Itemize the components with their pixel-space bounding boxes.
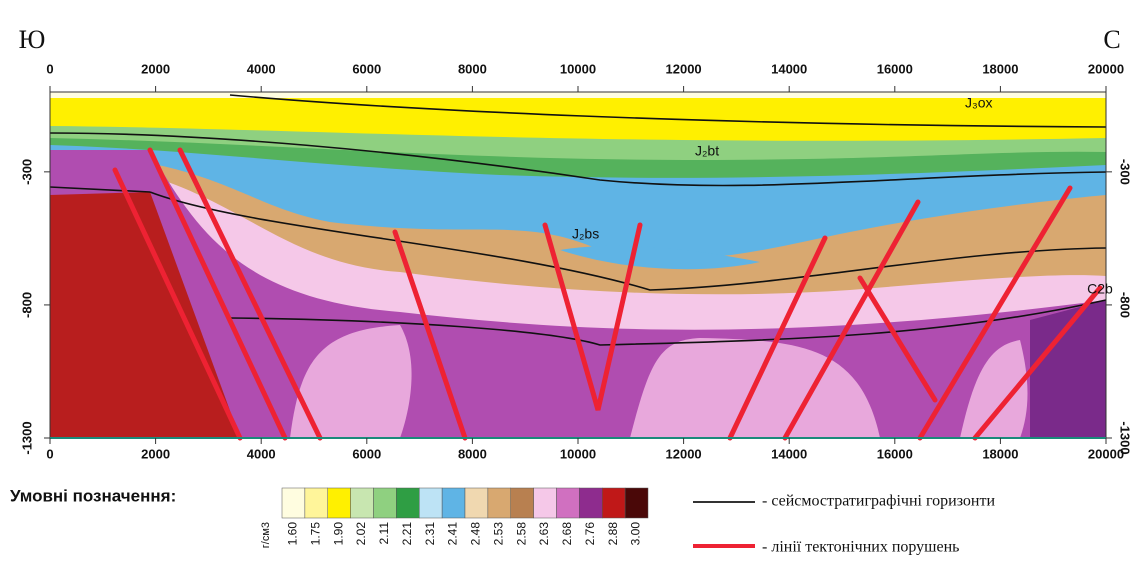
x-tick-label-bottom: 12000 — [666, 446, 702, 461]
layer-purple-dark — [1030, 300, 1106, 438]
x-tick-label-top: 18000 — [982, 61, 1018, 76]
horizon-label: J₂bs — [572, 226, 599, 242]
legend-level-label: 1.90 — [331, 522, 345, 546]
fault — [917, 185, 1073, 441]
x-tick-label-bottom: 2000 — [141, 446, 170, 461]
x-tick-label-top: 2000 — [141, 61, 170, 76]
legend-fault-text: - лінії тектонічних порушень — [762, 539, 959, 556]
legend-swatch — [579, 487, 603, 519]
layer-blue-lens — [560, 245, 760, 270]
legend-level-label: 2.31 — [423, 522, 437, 546]
x-tick-label-top: 14000 — [771, 61, 807, 76]
legend-title: Умовні позначення: — [10, 486, 176, 505]
fault — [727, 235, 828, 441]
legend-level-label: 3.00 — [629, 522, 643, 546]
legend-swatch — [350, 487, 374, 519]
fault — [112, 167, 243, 441]
legend-level-label: 2.68 — [560, 522, 574, 546]
horizon — [49, 132, 1107, 187]
legend-swatch — [510, 487, 534, 519]
fault — [177, 147, 323, 441]
horizon-label: J₃ox — [965, 95, 993, 111]
legend-level-label: 2.58 — [514, 522, 528, 546]
x-tick-label-bottom: 0 — [46, 446, 53, 461]
y-tick-label-right: -1300 — [1118, 421, 1133, 454]
fault — [857, 275, 938, 403]
legend-level-label: 2.63 — [537, 522, 551, 546]
y-tick-label-left: -800 — [19, 292, 34, 318]
section-body — [49, 91, 1107, 441]
legend-swatch — [602, 487, 626, 519]
x-tick-label-top: 16000 — [877, 61, 913, 76]
x-tick-label-bottom: 8000 — [458, 446, 487, 461]
fault — [972, 285, 1103, 441]
y-tick-label-right: -300 — [1118, 159, 1133, 185]
legend-swatch — [487, 487, 511, 519]
legend-swatch — [556, 487, 580, 519]
legend-horizon-text: - сейсмостратиграфічні горизонти — [762, 493, 995, 510]
legend-level-label: 2.21 — [400, 522, 414, 546]
x-tick-label-bottom: 4000 — [247, 446, 276, 461]
horizon-label: C2b — [1087, 281, 1113, 297]
fault — [147, 147, 288, 441]
layer-pink-lobe — [960, 340, 1028, 438]
legend-unit: г/см3 — [260, 522, 272, 548]
fault — [542, 222, 643, 411]
x-tick-label-top: 8000 — [458, 61, 487, 76]
x-tick-label-top: 20000 — [1088, 61, 1124, 76]
legend-swatch — [396, 487, 420, 519]
y-tick-label-left: -300 — [19, 159, 34, 185]
legend-level-label: 2.02 — [354, 522, 368, 546]
horizon-label: J₂bt — [695, 143, 719, 159]
legend-level-label: 2.48 — [469, 522, 483, 546]
north-label: С — [1103, 25, 1120, 54]
x-tick-label-bottom: 18000 — [982, 446, 1018, 461]
red-block — [50, 192, 240, 438]
legend-level-label: 1.75 — [308, 522, 322, 546]
x-tick-label-bottom: 14000 — [771, 446, 807, 461]
x-tick-label-bottom: 10000 — [560, 446, 596, 461]
fault — [392, 229, 468, 441]
x-tick-label-top: 10000 — [560, 61, 596, 76]
legend-level-label: 2.41 — [446, 522, 460, 546]
horizon — [149, 191, 1107, 291]
y-tick-label-right: -800 — [1118, 292, 1133, 318]
layer-top — [50, 92, 1106, 98]
legend-swatch — [533, 487, 557, 519]
horizon — [229, 94, 1107, 128]
layer-pink-lobe — [290, 325, 412, 438]
legend-level-label: 2.76 — [583, 522, 597, 546]
legend-swatch — [441, 487, 466, 519]
legend-swatch — [327, 487, 351, 519]
fault — [782, 199, 921, 441]
x-tick-label-bottom: 16000 — [877, 446, 913, 461]
legend-swatch — [419, 487, 443, 519]
legend-swatch — [281, 487, 306, 519]
legend-level-label: 2.11 — [377, 522, 391, 545]
y-tick-label-left: -1300 — [19, 421, 34, 454]
x-tick-label-bottom: 20000 — [1088, 446, 1124, 461]
legend-level-label: 2.88 — [606, 522, 620, 546]
x-tick-label-bottom: 6000 — [352, 446, 381, 461]
x-tick-label-top: 0 — [46, 61, 53, 76]
legend-level-label: 1.60 — [286, 522, 300, 546]
legend-swatch — [373, 487, 397, 519]
x-tick-label-top: 6000 — [352, 61, 381, 76]
south-label: Ю — [19, 25, 46, 54]
legend-swatch — [624, 487, 649, 519]
legend-swatch — [304, 487, 328, 519]
legend-level-label: 2.53 — [491, 522, 505, 546]
horizon — [49, 186, 151, 193]
x-tick-label-top: 12000 — [666, 61, 702, 76]
legend-swatch — [464, 487, 489, 519]
x-tick-label-top: 4000 — [247, 61, 276, 76]
